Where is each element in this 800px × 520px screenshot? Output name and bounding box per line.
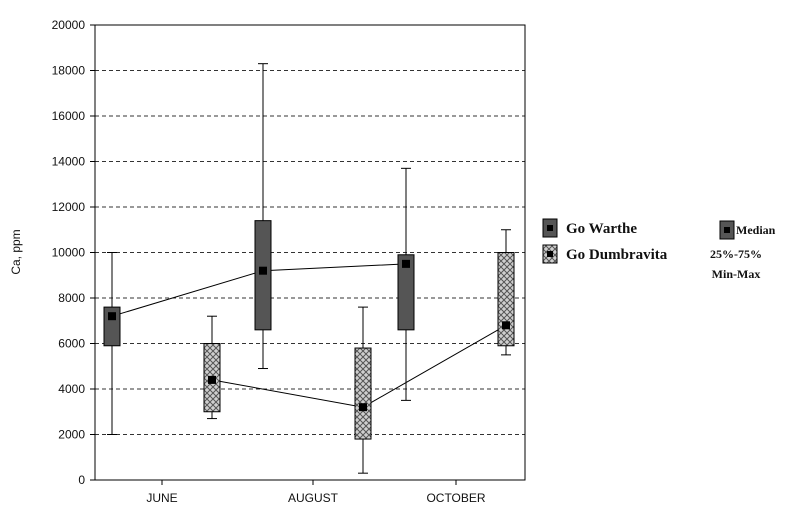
y-tick-label: 0 — [78, 473, 85, 487]
boxes — [103, 63, 515, 474]
y-tick-label: 6000 — [58, 337, 85, 351]
x-axis-ticks: JUNE AUGUST OCTOBER — [146, 480, 486, 505]
y-tick-label: 4000 — [58, 382, 85, 396]
median-marker — [502, 321, 510, 330]
y-axis-ticks: 0 2000 4000 6000 8000 10000 12000 14000 16000 180… — [52, 18, 95, 487]
median-marker — [108, 312, 116, 321]
box-go-dumbravita-june — [203, 315, 221, 420]
median-marker — [208, 375, 216, 384]
median-lines — [111, 263, 507, 408]
iqr-box — [354, 347, 372, 440]
box-go-dumbravita-august — [354, 306, 372, 474]
y-tick-label: 16000 — [52, 109, 86, 123]
y-tick-label: 18000 — [52, 64, 86, 78]
x-tick-label: AUGUST — [288, 491, 339, 505]
iqr-box — [397, 254, 415, 331]
legend-swatch-marker — [547, 251, 553, 257]
y-tick-label: 12000 — [52, 200, 86, 214]
legend-swatch-marker — [547, 225, 553, 231]
median-marker — [259, 266, 267, 275]
box-go-warthe-october — [397, 167, 415, 401]
x-tick-label: JUNE — [146, 491, 177, 505]
iqr-box — [254, 220, 272, 331]
box-go-dumbravita-october — [497, 229, 515, 356]
y-tick-label: 20000 — [52, 18, 86, 32]
y-tick-label: 10000 — [52, 246, 86, 260]
y-tick-label: 8000 — [58, 291, 85, 305]
legend-stat-label: Min-Max — [712, 267, 761, 281]
y-tick-label: 2000 — [58, 428, 85, 442]
legend-label: Go Dumbravita — [566, 247, 668, 263]
median-marker — [402, 259, 410, 268]
box-go-warthe-august — [254, 63, 272, 370]
y-axis-title: Ca, ppm — [9, 229, 23, 274]
legend-stats-marker — [724, 227, 730, 233]
legend-stat-label: 25%-75% — [710, 247, 762, 261]
y-tick-label: 14000 — [52, 155, 86, 169]
legend: Go Warthe Go Dumbravita Median 25%-75% Min-M… — [542, 218, 776, 281]
gridlines — [95, 70, 525, 435]
legend-label: Go Warthe — [566, 221, 637, 237]
x-tick-label: OCTOBER — [426, 491, 485, 505]
iqr-box — [497, 252, 515, 347]
box-go-warthe-june — [103, 252, 121, 435]
median-marker — [359, 403, 367, 412]
legend-stat-label: Median — [736, 223, 776, 237]
